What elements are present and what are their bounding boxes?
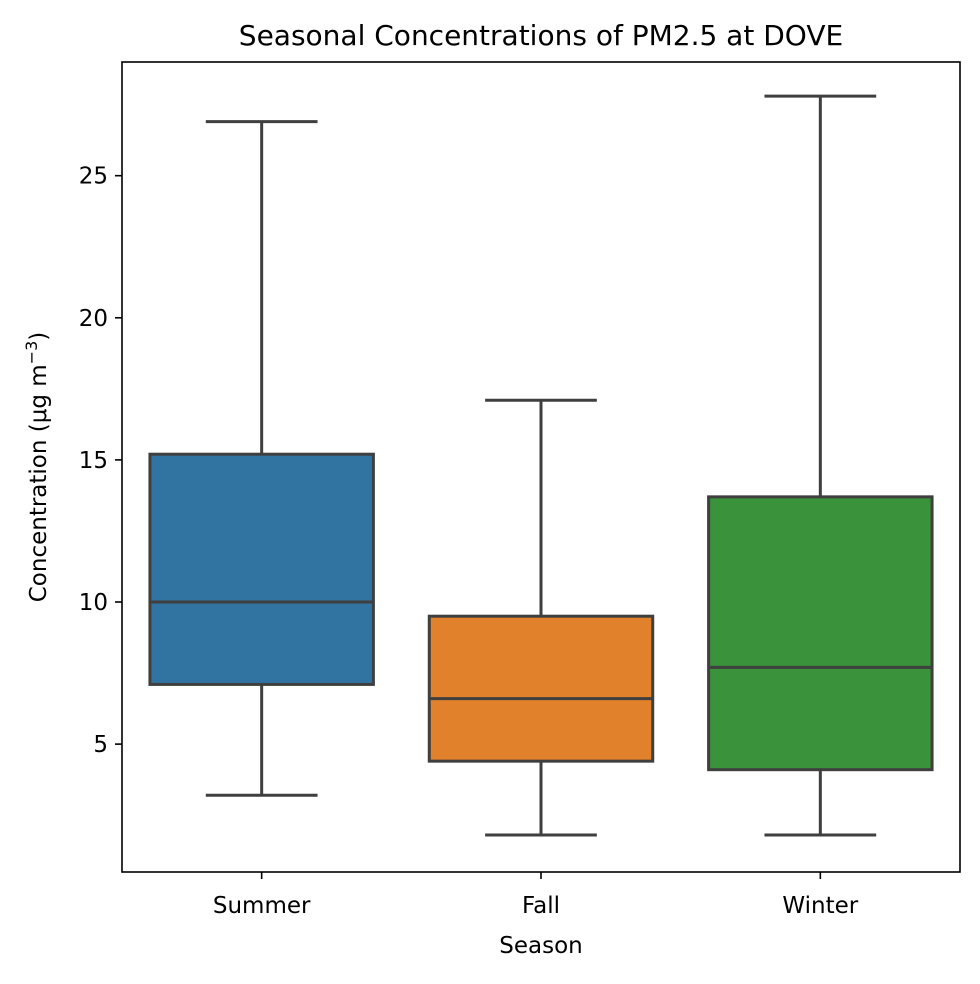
y-axis-label-main: Concentration (μg m bbox=[26, 364, 52, 602]
y-tick-label: 25 bbox=[79, 164, 108, 190]
box-group-summer bbox=[148, 120, 375, 797]
chart-title: Seasonal Concentrations of PM2.5 at DOVE bbox=[239, 19, 843, 52]
y-axis-label-superscript: −3 bbox=[22, 341, 41, 365]
x-tick-label-fall: Fall bbox=[522, 893, 560, 919]
y-tick-label: 10 bbox=[79, 590, 108, 616]
iqr-box-winter bbox=[707, 495, 934, 772]
y-tick-label: 5 bbox=[93, 732, 108, 758]
iqr-box-summer bbox=[148, 452, 375, 686]
plot-marks bbox=[148, 94, 934, 837]
y-axis-ticks: 5 10 15 20 25 bbox=[79, 164, 122, 758]
y-axis-label: Concentration (μg m−3) bbox=[22, 332, 52, 603]
box-group-winter bbox=[707, 94, 934, 837]
x-axis-ticks: Summer Fall Winter bbox=[213, 872, 859, 919]
iqr-box-fall bbox=[427, 614, 655, 763]
x-tick-label-winter: Winter bbox=[782, 893, 858, 919]
y-tick-label: 20 bbox=[79, 306, 108, 332]
x-tick-label-summer: Summer bbox=[213, 893, 311, 919]
x-axis-label: Season bbox=[499, 933, 582, 959]
y-axis-label-tail: ) bbox=[26, 332, 52, 341]
y-tick-label: 15 bbox=[79, 448, 108, 474]
box-group-fall bbox=[427, 398, 655, 837]
